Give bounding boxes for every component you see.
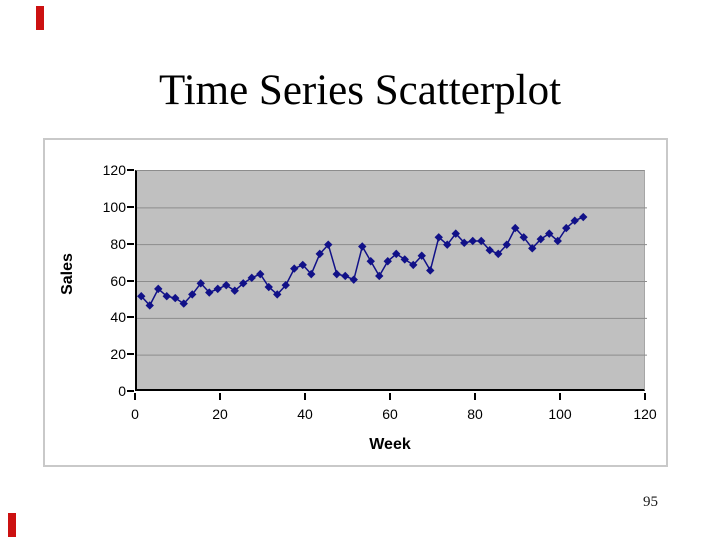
x-tick-mark bbox=[134, 393, 136, 400]
data-point-diamond bbox=[375, 271, 384, 281]
data-point-diamond bbox=[417, 251, 426, 260]
data-point-diamond bbox=[154, 284, 163, 294]
x-tick-mark bbox=[219, 393, 221, 400]
y-tick-label: 20 bbox=[110, 346, 126, 363]
data-point-diamond bbox=[256, 269, 265, 279]
data-point-diamond bbox=[213, 284, 222, 294]
data-point-diamond bbox=[205, 288, 214, 297]
data-point-diamond bbox=[171, 293, 180, 303]
data-point-diamond bbox=[341, 271, 350, 281]
slide-title: Time Series Scatterplot bbox=[158, 67, 562, 114]
data-point-diamond bbox=[536, 234, 545, 244]
data-point-diamond bbox=[477, 236, 486, 246]
data-point-diamond bbox=[230, 286, 239, 295]
data-point-diamond bbox=[273, 290, 282, 299]
data-point-diamond bbox=[281, 280, 290, 290]
slide-accent-mark-top bbox=[36, 6, 44, 30]
data-point-diamond bbox=[485, 245, 494, 255]
data-point-diamond bbox=[298, 260, 307, 270]
y-tick-label: 80 bbox=[110, 235, 126, 252]
x-tick-mark bbox=[474, 393, 476, 400]
data-point-diamond bbox=[239, 279, 248, 288]
data-point-diamond bbox=[315, 249, 324, 259]
data-point-diamond bbox=[392, 249, 401, 259]
y-tick-label: 0 bbox=[118, 383, 126, 399]
data-point-diamond bbox=[553, 236, 562, 246]
y-tick-mark bbox=[127, 316, 134, 319]
data-point-diamond bbox=[502, 240, 511, 249]
data-point-diamond bbox=[358, 242, 367, 251]
chart-frame: Sales Week 0 20 40 60 80 100 120 0 20 40 60 80 100 12… bbox=[43, 138, 668, 467]
x-tick-label: 0 bbox=[131, 406, 139, 422]
data-point-diamond bbox=[196, 279, 205, 288]
x-tick-label: 20 bbox=[212, 406, 228, 422]
data-point-diamond bbox=[528, 244, 537, 253]
data-point-diamond bbox=[383, 257, 392, 266]
y-tick-mark bbox=[127, 169, 134, 171]
data-point-diamond bbox=[264, 282, 273, 292]
x-tick-label: 120 bbox=[633, 406, 657, 422]
x-axis-title: Week bbox=[369, 436, 411, 453]
x-tick-label: 100 bbox=[548, 406, 572, 422]
data-point-diamond bbox=[222, 280, 231, 290]
data-point-diamond bbox=[579, 212, 588, 222]
x-tick-mark bbox=[644, 393, 646, 400]
data-point-diamond bbox=[366, 257, 375, 266]
data-point-diamond bbox=[349, 275, 358, 284]
data-point-diamond bbox=[519, 233, 528, 242]
plot-area bbox=[135, 170, 647, 391]
data-point-diamond bbox=[409, 260, 418, 270]
page-number: 95 bbox=[643, 494, 658, 510]
data-point-diamond bbox=[511, 223, 520, 233]
scatter-plot-svg bbox=[137, 207, 647, 356]
data-point-diamond bbox=[443, 240, 452, 249]
x-tick-mark bbox=[559, 393, 561, 400]
y-tick-label: 120 bbox=[102, 162, 126, 178]
y-tick-label: 40 bbox=[110, 309, 126, 326]
data-point-diamond bbox=[562, 223, 571, 233]
y-tick-mark bbox=[127, 242, 134, 245]
y-tick-label: 100 bbox=[102, 198, 126, 215]
y-tick-mark bbox=[127, 390, 134, 392]
data-point-diamond bbox=[307, 269, 316, 279]
x-tick-mark bbox=[304, 393, 306, 400]
data-point-diamond bbox=[247, 273, 256, 283]
slide-accent-mark-bottom bbox=[8, 513, 16, 537]
data-point-diamond bbox=[426, 266, 435, 275]
data-point-diamond bbox=[290, 264, 299, 273]
data-point-diamond bbox=[332, 269, 341, 279]
x-tick-label: 80 bbox=[467, 406, 483, 422]
data-point-diamond bbox=[324, 240, 333, 249]
y-tick-mark bbox=[127, 279, 134, 282]
data-point-diamond bbox=[494, 249, 503, 259]
data-point-diamond bbox=[400, 255, 409, 264]
x-tick-label: 40 bbox=[297, 406, 313, 422]
x-tick-label: 60 bbox=[382, 406, 398, 422]
data-point-diamond bbox=[545, 229, 554, 238]
y-tick-mark bbox=[127, 205, 134, 208]
data-point-diamond bbox=[145, 301, 154, 310]
data-point-diamond bbox=[434, 233, 443, 242]
y-tick-mark bbox=[127, 353, 134, 356]
x-tick-mark bbox=[389, 393, 391, 400]
data-point-diamond bbox=[460, 238, 469, 248]
data-point-diamond bbox=[468, 236, 477, 246]
y-tick-label: 60 bbox=[110, 272, 126, 289]
data-point-diamond bbox=[570, 216, 579, 225]
